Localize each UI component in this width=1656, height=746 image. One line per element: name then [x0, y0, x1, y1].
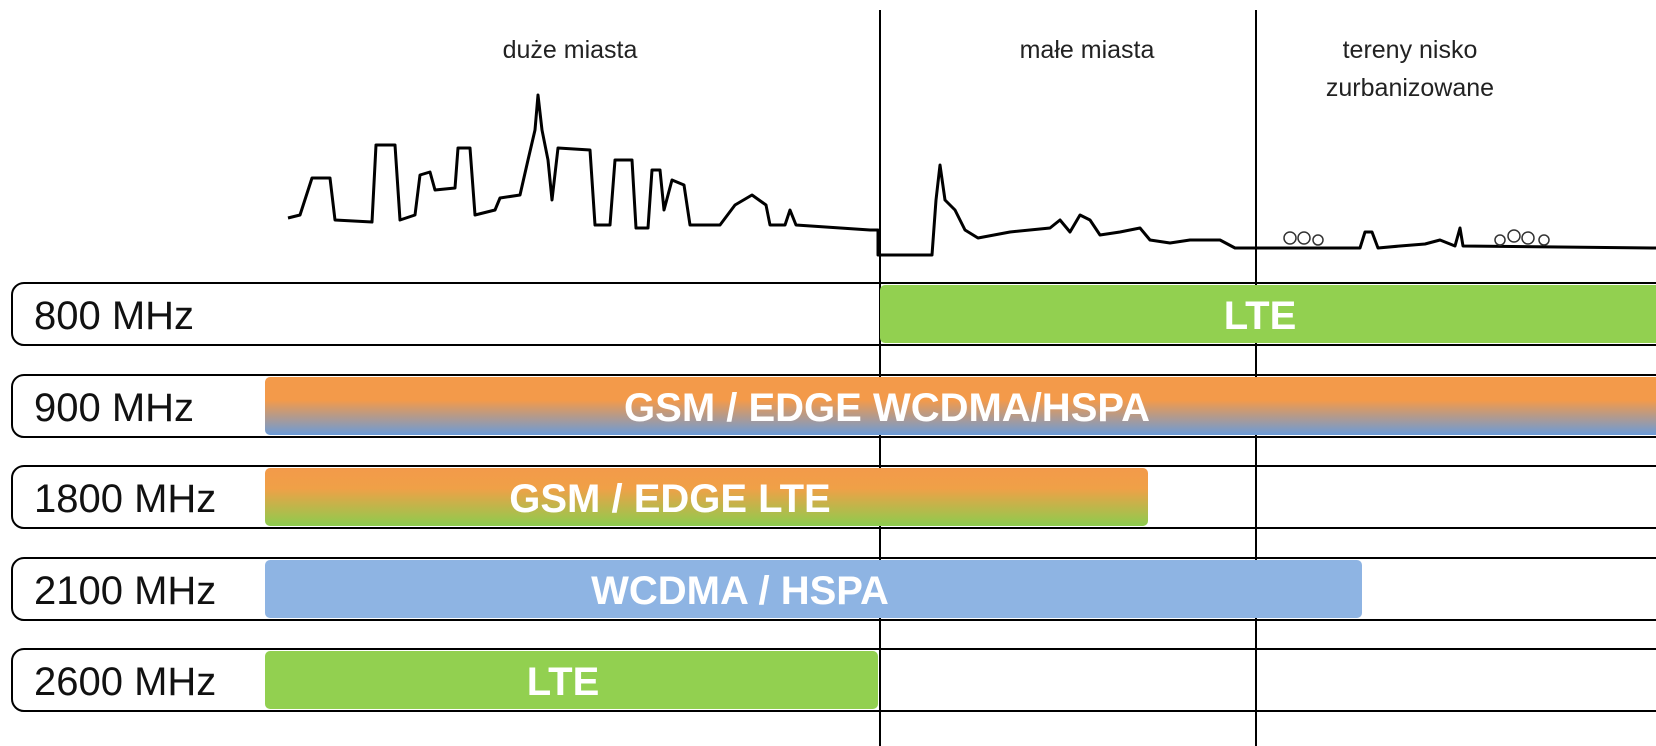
trees: [1284, 230, 1549, 245]
band-label: 900 MHz: [34, 386, 194, 430]
band-label: 1800 MHz: [34, 477, 216, 521]
column-header: tereny nisko: [1343, 36, 1478, 64]
technology-label: GSM / EDGE WCDMA/HSPA: [624, 386, 1150, 430]
band-label: 2100 MHz: [34, 569, 216, 613]
column-header: zurbanizowane: [1326, 74, 1494, 102]
skyline: [288, 95, 1656, 255]
column-header: małe miasta: [1020, 36, 1155, 64]
band-label: 800 MHz: [34, 294, 194, 338]
band-label: 2600 MHz: [34, 660, 216, 704]
technology-label: WCDMA / HSPA: [591, 569, 889, 613]
diagram: duże miasta małe miasta tereny nisko zur…: [0, 0, 1656, 746]
technology-label: GSM / EDGE LTE: [509, 477, 831, 521]
technology-label: LTE: [527, 660, 600, 704]
page: duże miasta małe miasta tereny nisko zur…: [0, 0, 1656, 746]
technology-label: LTE: [1224, 294, 1297, 338]
column-header: duże miasta: [503, 36, 638, 64]
